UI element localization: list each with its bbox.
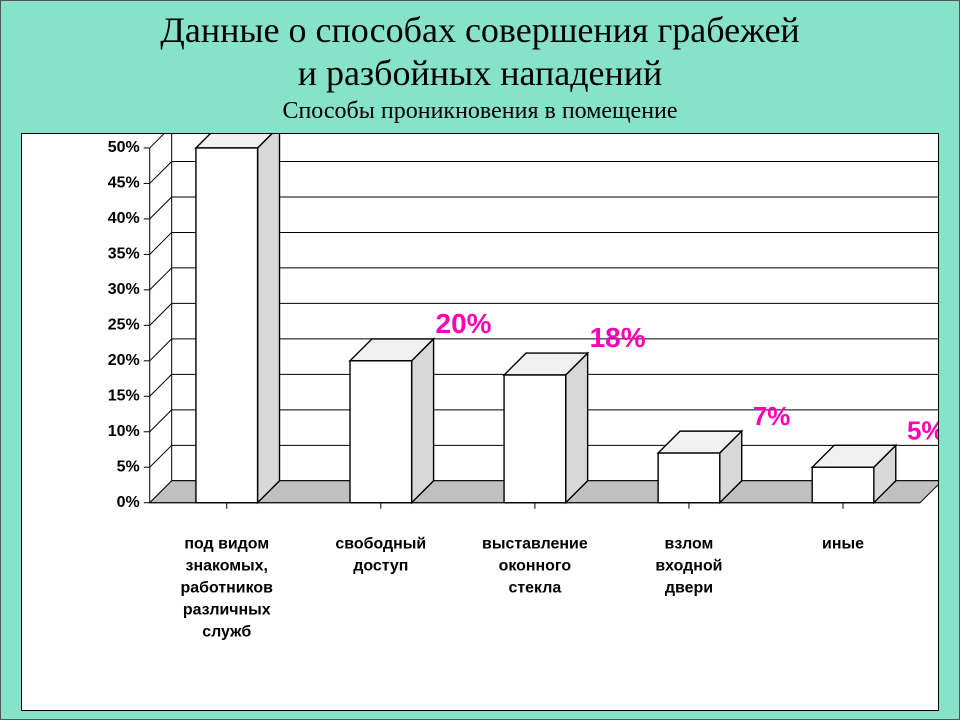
y-tick-label: 40% bbox=[108, 210, 140, 227]
y-tick-label: 0% bbox=[117, 494, 140, 511]
bar-chart: 0%5%10%15%20%25%30%35%40%45%50%50%под ви… bbox=[22, 134, 938, 710]
chart-container: 0%5%10%15%20%25%30%35%40%45%50%50%под ви… bbox=[21, 133, 939, 711]
x-tick-label: под видом bbox=[184, 536, 269, 553]
x-tick-label: доступ bbox=[353, 557, 408, 574]
data-label: 20% bbox=[436, 308, 492, 339]
bar-side bbox=[566, 353, 588, 503]
bar-side bbox=[258, 134, 280, 503]
y-tick-label: 5% bbox=[117, 458, 140, 475]
y-tick-label: 20% bbox=[108, 352, 140, 369]
x-tick-label: оконного bbox=[499, 557, 572, 574]
y-tick-label: 15% bbox=[108, 388, 140, 405]
y-tick-label: 25% bbox=[108, 317, 140, 334]
y-tick-label: 10% bbox=[108, 423, 140, 440]
data-label: 5% bbox=[907, 417, 938, 445]
x-tick-label: работников bbox=[181, 579, 274, 596]
x-tick-label: различных bbox=[183, 601, 271, 618]
title-block: Данные о способах совершения грабежей и … bbox=[1, 1, 959, 126]
x-tick-label: взлом bbox=[665, 536, 714, 553]
bar bbox=[350, 361, 412, 503]
bar bbox=[658, 453, 720, 503]
x-tick-label: иные bbox=[822, 536, 864, 553]
bar bbox=[196, 148, 258, 503]
x-tick-label: знакомых, bbox=[186, 557, 268, 574]
data-label: 7% bbox=[753, 403, 790, 431]
x-tick-label: двери bbox=[665, 579, 713, 596]
x-tick-label: выставление bbox=[482, 536, 588, 553]
bar bbox=[504, 375, 566, 503]
bar-side bbox=[412, 339, 434, 503]
x-tick-label: входной bbox=[655, 557, 722, 574]
x-tick-label: свободный bbox=[335, 536, 426, 553]
slide: Данные о способах совершения грабежей и … bbox=[0, 0, 960, 720]
title-line-1: Данные о способах совершения грабежей bbox=[1, 9, 959, 52]
y-tick-label: 50% bbox=[108, 139, 140, 156]
subtitle: Способы проникновения в помещение bbox=[1, 97, 959, 126]
bar bbox=[812, 467, 874, 502]
data-label: 18% bbox=[590, 322, 646, 353]
y-tick-label: 45% bbox=[108, 175, 140, 192]
y-tick-label: 35% bbox=[108, 246, 140, 263]
x-tick-label: стекла bbox=[509, 579, 562, 596]
x-tick-label: служб bbox=[202, 623, 251, 640]
y-tick-label: 30% bbox=[108, 281, 140, 298]
title-line-2: и разбойных нападений bbox=[1, 52, 959, 95]
